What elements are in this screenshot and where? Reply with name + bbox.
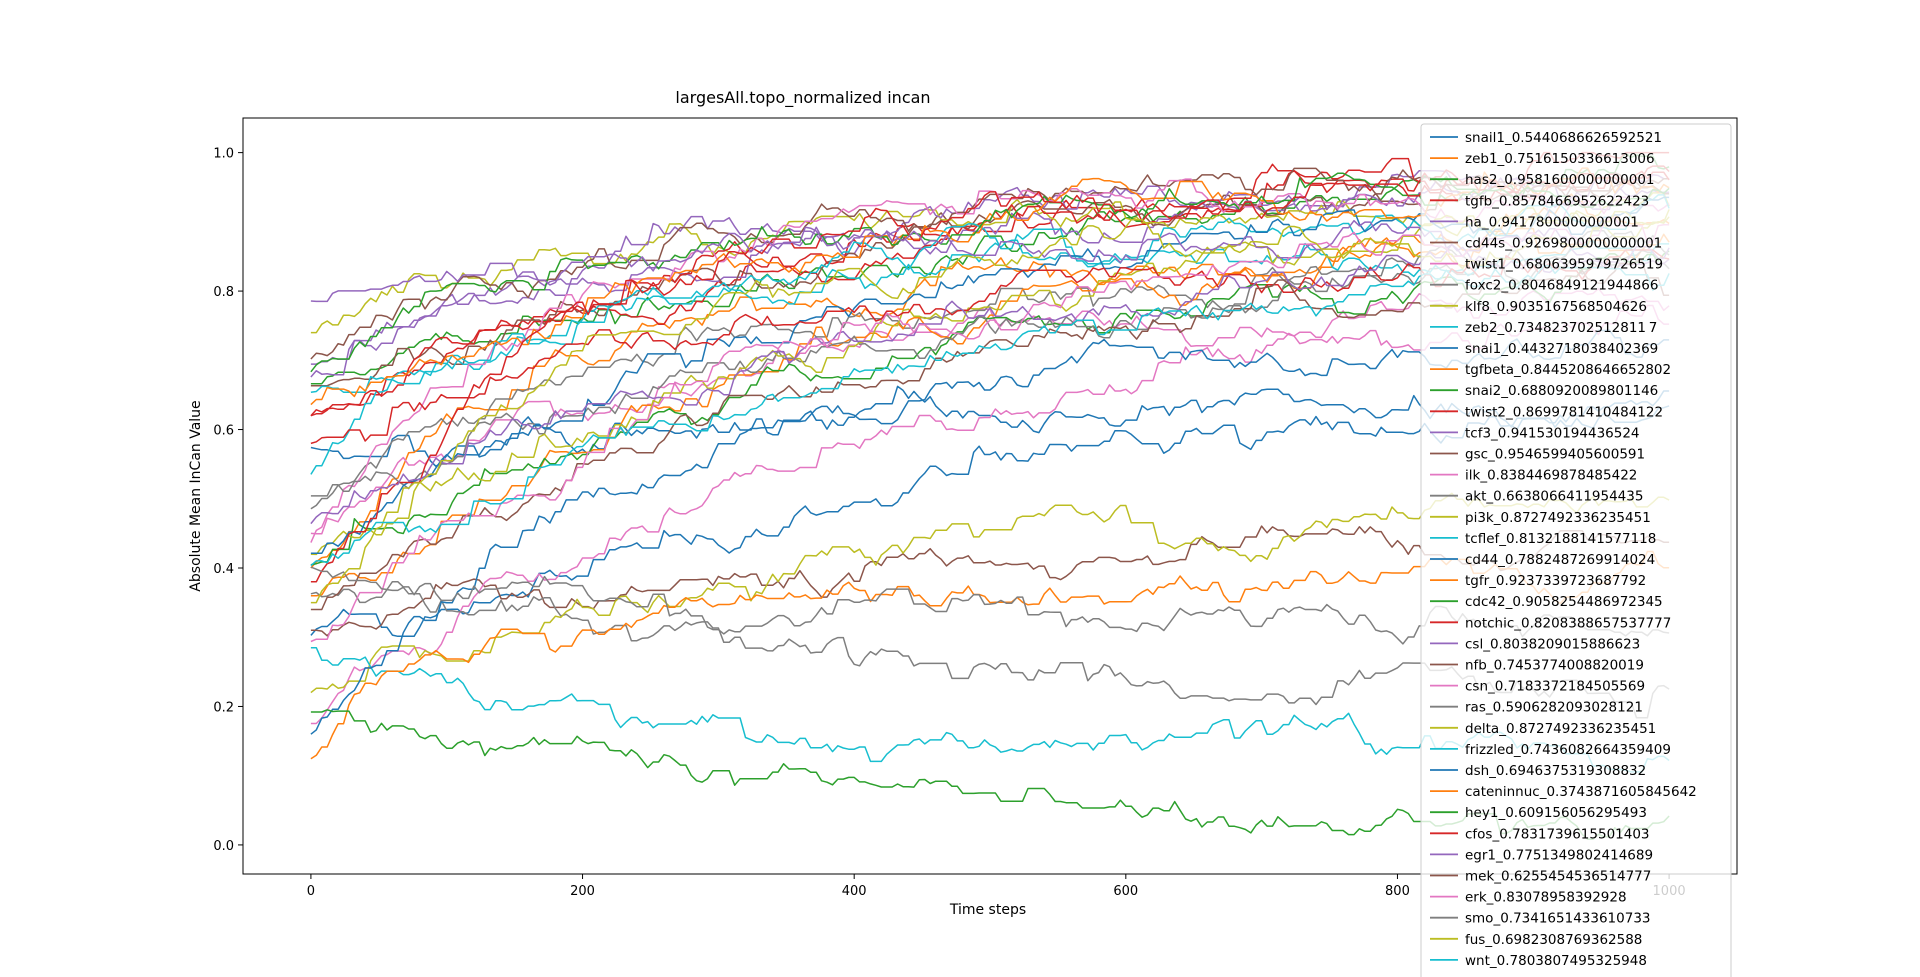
legend-entry: akt_0.6638066411954435	[1465, 489, 1643, 505]
legend-entry: ras_0.5906282093028121	[1465, 700, 1643, 716]
legend-entry: snai2_0.6880920089801146	[1465, 383, 1658, 399]
legend-box	[1420, 123, 1732, 977]
y-axis-label: Absolute Mean InCan Value	[188, 400, 204, 591]
legend-entry: hey1_0.609156056295493	[1465, 805, 1647, 821]
legend-entry: cfos_0.7831739615501403	[1465, 826, 1650, 842]
legend-entry: cd44s_0.9269800000000001	[1465, 236, 1662, 252]
legend-entry: has2_0.9581600000000001	[1465, 172, 1655, 188]
chart-title: largesAll.topo_normalized incan	[675, 88, 930, 108]
x-tick-label: 200	[570, 884, 595, 899]
legend-entry: pi3k_0.8727492336235451	[1465, 510, 1651, 526]
legend-entry: nfb_0.7453774008820019	[1465, 658, 1644, 674]
y-tick-label: 1.0	[213, 147, 234, 162]
x-tick-label: 400	[842, 884, 867, 899]
legend-entry: mek_0.6255454536514777	[1465, 869, 1651, 885]
y-tick-label: 0.0	[213, 839, 234, 854]
legend-entry: foxc2_0.8046849121944866	[1465, 278, 1658, 294]
x-tick-label: 800	[1385, 884, 1410, 899]
x-tick-label: 0	[307, 884, 315, 899]
legend-entry: twist1_0.6806395979726519	[1465, 257, 1663, 273]
legend-entry: snai1_0.4432718038402369	[1465, 341, 1658, 357]
legend-entry: cd44_0.7882487269914024	[1465, 552, 1655, 568]
legend-entry: tgfr_0.9237339723687792	[1465, 573, 1646, 589]
x-axis-label: Time steps	[949, 902, 1026, 918]
legend-entry: tcflef_0.8132188141577118	[1465, 531, 1656, 547]
legend-entry: cateninnuc_0.3743871605845642	[1465, 784, 1697, 800]
legend-entry: notchic_0.8208388657537777	[1465, 615, 1671, 631]
legend-entry: twist2_0.8699781410484122	[1465, 404, 1663, 420]
legend-entry: dsh_0.6946375319308832	[1465, 763, 1646, 779]
legend-entry: tgfbeta_0.8445208646652802	[1465, 362, 1671, 378]
legend-entry: tcf3_0.941530194436524	[1465, 425, 1640, 441]
legend: snail1_0.5440686626592521 zeb1_0.75161503…	[1420, 123, 1732, 977]
legend-entry: smo_0.7341651433610733	[1465, 911, 1651, 927]
legend-entry: frizzled_0.7436082664359409	[1465, 742, 1671, 758]
legend-entry: ha_0.9417800000000001	[1465, 214, 1639, 230]
legend-entry: klf8_0.9035167568504626	[1465, 299, 1647, 315]
legend-entry: egr1_0.7751349802414689	[1465, 847, 1653, 863]
legend-entry: cdc42_0.9058254486972345	[1465, 594, 1663, 610]
legend-entry: zeb1_0.7516150336613006	[1465, 151, 1655, 167]
y-tick-label: 0.2	[213, 700, 234, 715]
legend-entry: tgfb_0.8578466952622423	[1465, 193, 1649, 209]
legend-entry: fus_0.6982308769362588	[1465, 932, 1642, 948]
legend-entry: erk_0.83078958392928	[1465, 890, 1627, 906]
x-tick-label: 600	[1113, 884, 1138, 899]
y-axis: 0.0 0.2 0.4 0.6 0.8 1.0	[213, 147, 243, 854]
legend-entry: snail1_0.5440686626592521	[1465, 130, 1662, 146]
legend-entry: delta_0.8727492336235451	[1465, 721, 1656, 737]
legend-entry: gsc_0.9546599405600591	[1465, 447, 1645, 463]
legend-entry: csn_0.7183372184505569	[1465, 679, 1645, 695]
legend-entry: wnt_0.7803807495325948	[1465, 953, 1647, 969]
legend-entry: zeb2_0.734823702512811 7	[1465, 320, 1657, 336]
legend-entry: ilk_0.8384469878485422	[1465, 468, 1637, 484]
plot-frame	[242, 117, 1738, 875]
legend-entry: csl_0.8038209015886623	[1465, 636, 1640, 652]
y-tick-label: 0.4	[213, 562, 234, 577]
y-tick-label: 0.8	[213, 285, 234, 300]
y-tick-label: 0.6	[213, 424, 234, 439]
